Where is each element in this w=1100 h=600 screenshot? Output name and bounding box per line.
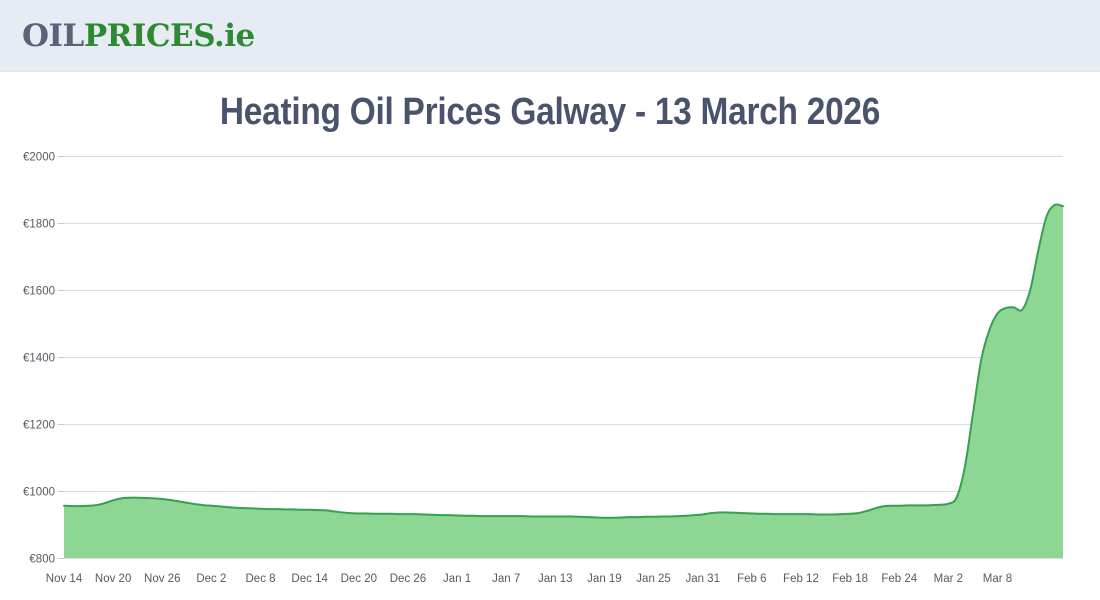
logo-text-oil: OIL [22, 18, 84, 54]
chart-y-axis-labels: €800 €1000 €1200 €1400 €1600 €1800 €2000 [23, 152, 55, 566]
x-axis-tick-label: Jan 25 [636, 573, 671, 585]
logo-text-prices: PRICES [83, 18, 215, 54]
x-axis-tick-label: Jan 19 [587, 573, 622, 585]
x-axis-tick-label: Mar 2 [934, 573, 963, 585]
page-title: Heating Oil Prices Galway - 13 March 202… [219, 91, 881, 133]
x-axis-tick-label: Mar 8 [983, 573, 1012, 585]
y-axis-tick-label: €1200 [23, 420, 55, 432]
price-history-area-chart[interactable]: €800 €1000 €1200 €1400 €1600 €1800 €2000 Nov 1… [0, 140, 1100, 600]
x-axis-tick-label: Jan 31 [685, 573, 720, 585]
chart-gridlines [58, 156, 1063, 559]
y-axis-tick-label: €1000 [23, 487, 55, 499]
x-axis-tick-label: Feb 24 [881, 573, 917, 585]
logo-text-dot: . [213, 18, 225, 54]
logo-text-ie: ie [224, 18, 255, 54]
x-axis-tick-label: Dec 14 [291, 573, 328, 585]
y-axis-tick-label: €1800 [23, 219, 55, 231]
site-logo[interactable]: OILPRICES.ie [22, 19, 255, 53]
x-axis-tick-label: Jan 1 [443, 573, 471, 585]
x-axis-tick-label: Dec 8 [246, 573, 276, 585]
y-axis-tick-label: €800 [29, 554, 55, 566]
x-axis-tick-label: Nov 26 [144, 573, 180, 585]
chart-x-axis-labels: Nov 14 Nov 20 Nov 26 Dec 2 Dec 8 Dec 14 Dec 20… [46, 573, 1012, 585]
x-axis-tick-label: Jan 13 [538, 573, 573, 585]
x-axis-tick-label: Feb 6 [737, 573, 766, 585]
x-axis-tick-label: Dec 26 [390, 573, 426, 585]
chart-container: €800 €1000 €1200 €1400 €1600 €1800 €2000 Nov 1… [0, 140, 1100, 600]
y-axis-tick-label: €1600 [23, 286, 55, 298]
x-axis-tick-label: Jan 7 [492, 573, 520, 585]
x-axis-tick-label: Dec 2 [196, 573, 226, 585]
series-area-fill [64, 204, 1063, 558]
x-axis-tick-label: Nov 14 [46, 573, 83, 585]
series-line [63, 203, 1064, 519]
x-axis-tick-label: Dec 20 [341, 573, 377, 585]
x-axis-tick-label: Nov 20 [95, 573, 131, 585]
chart-plot-area [63, 203, 1064, 559]
x-axis-tick-label: Feb 18 [832, 573, 868, 585]
x-axis-tick-label: Feb 12 [783, 573, 819, 585]
site-header: OILPRICES.ie [0, 0, 1100, 72]
y-axis-tick-label: €1400 [23, 353, 55, 365]
y-axis-tick-label: €2000 [23, 152, 55, 164]
